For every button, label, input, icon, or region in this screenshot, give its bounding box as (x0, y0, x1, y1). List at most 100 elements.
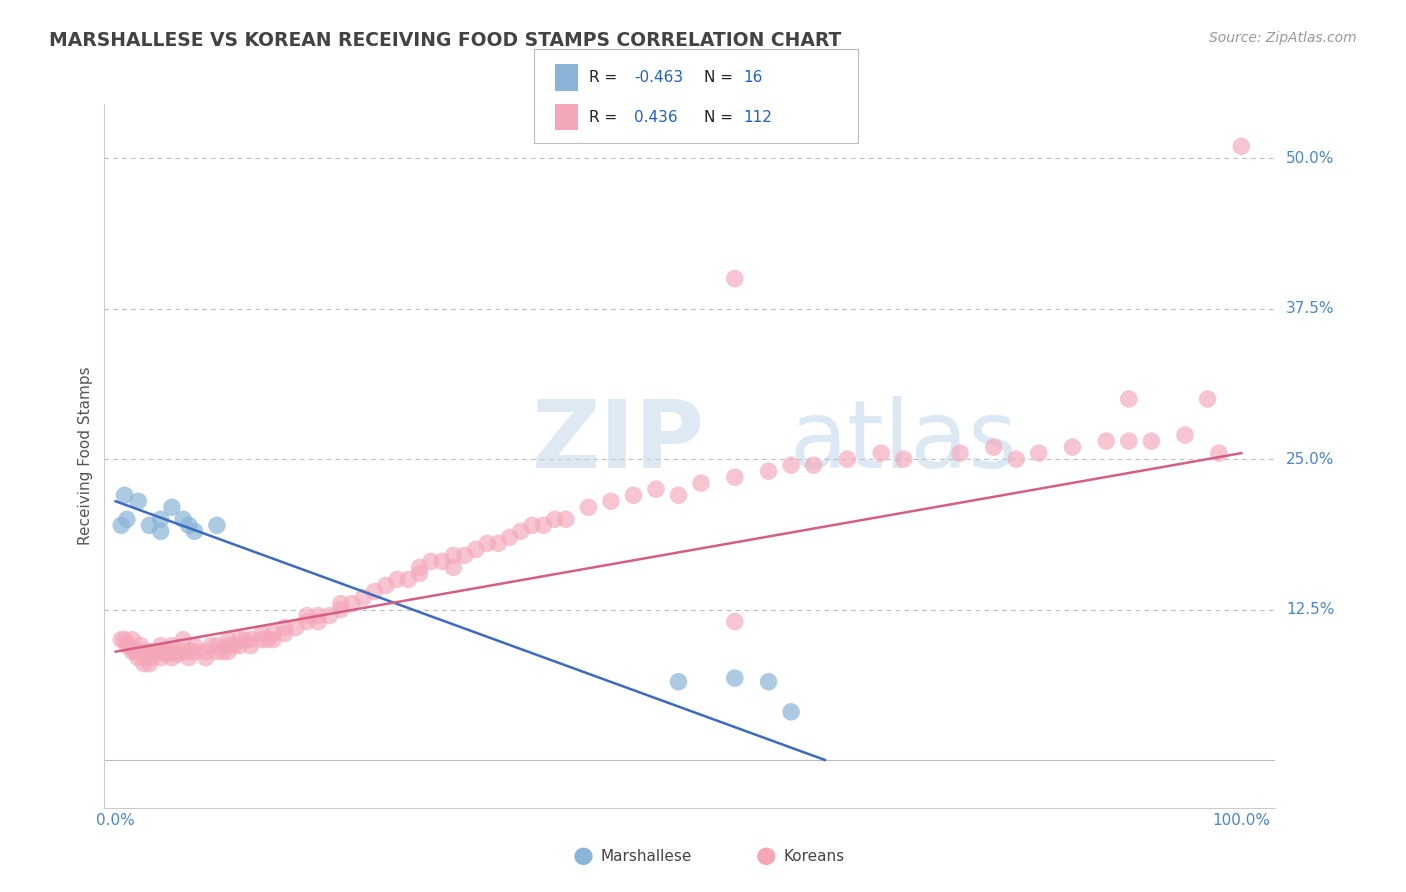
Point (329, 597, 352, 611)
Point (160, 639, 183, 653)
Point (138, 657, 160, 671)
Point (262, 632, 284, 647)
Point (141, 650, 163, 665)
Point (149, 639, 172, 653)
Text: ZIP: ZIP (531, 396, 704, 488)
Point (758, 674, 780, 689)
Point (318, 608, 340, 623)
Point (983, 440, 1005, 454)
Point (1028, 446, 1050, 460)
Point (110, 518, 132, 533)
Point (949, 446, 972, 460)
Point (1005, 452, 1028, 467)
Point (110, 632, 132, 647)
Point (160, 500, 183, 515)
Point (623, 488, 645, 502)
Point (132, 657, 155, 671)
Point (780, 458, 803, 472)
Text: Marshallese: Marshallese (600, 849, 692, 863)
Point (160, 645, 183, 659)
Point (183, 524, 205, 539)
Text: 0.436: 0.436 (634, 110, 678, 125)
Point (724, 615, 747, 629)
Point (803, 458, 825, 472)
Point (374, 578, 396, 592)
Point (262, 626, 284, 640)
Point (273, 626, 295, 640)
Point (520, 518, 543, 533)
Point (250, 626, 273, 640)
Point (1174, 428, 1197, 442)
Point (690, 476, 713, 491)
Point (233, 632, 256, 647)
Point (284, 621, 307, 635)
Point (486, 536, 509, 550)
Point (228, 632, 250, 647)
Point (1230, 139, 1253, 153)
Point (138, 518, 160, 533)
Point (758, 464, 780, 478)
Point (172, 632, 194, 647)
Point (893, 452, 915, 467)
Point (307, 615, 329, 629)
Point (149, 645, 172, 659)
Point (533, 518, 555, 533)
Point (160, 650, 183, 665)
Point (118, 639, 141, 653)
Point (205, 645, 228, 659)
Text: -0.463: -0.463 (634, 70, 683, 85)
Point (239, 632, 262, 647)
Text: Source: ZipAtlas.com: Source: ZipAtlas.com (1209, 31, 1357, 45)
Point (600, 494, 623, 508)
Point (1140, 434, 1163, 449)
Point (329, 602, 352, 616)
Point (475, 536, 498, 550)
Point (295, 615, 318, 629)
Point (295, 608, 318, 623)
Point (396, 573, 419, 587)
Point (143, 645, 166, 659)
Point (205, 518, 228, 533)
Text: R =: R = (589, 110, 623, 125)
Point (307, 608, 329, 623)
Point (177, 645, 200, 659)
Text: 37.5%: 37.5% (1286, 301, 1334, 317)
Point (1118, 392, 1140, 406)
Point (149, 650, 172, 665)
Point (1208, 446, 1230, 460)
Text: Koreans: Koreans (783, 849, 844, 863)
Text: 112: 112 (744, 110, 773, 125)
Point (222, 639, 245, 653)
Point (509, 524, 531, 539)
Point (194, 645, 217, 659)
Y-axis label: Receiving Food Stamps: Receiving Food Stamps (79, 367, 93, 545)
Point (578, 500, 600, 515)
Point (256, 632, 278, 647)
Point (121, 632, 143, 647)
Point (211, 645, 233, 659)
Point (408, 560, 430, 574)
Point (115, 639, 138, 653)
Point (239, 639, 262, 653)
Point (1095, 434, 1118, 449)
Text: MARSHALLESE VS KOREAN RECEIVING FOOD STAMPS CORRELATION CHART: MARSHALLESE VS KOREAN RECEIVING FOOD STA… (49, 31, 842, 50)
Text: R =: R = (589, 70, 623, 85)
Point (498, 530, 520, 544)
Point (555, 512, 578, 526)
Point (125, 645, 148, 659)
Point (172, 512, 194, 526)
Point (544, 512, 567, 526)
Point (129, 639, 152, 653)
Point (1197, 392, 1219, 406)
Point (340, 597, 363, 611)
Point (200, 639, 222, 653)
Point (724, 271, 747, 285)
Point (127, 494, 149, 508)
Point (177, 650, 200, 665)
Point (724, 671, 747, 685)
Point (430, 554, 453, 568)
Point (464, 542, 486, 557)
Point (152, 645, 174, 659)
Point (114, 488, 136, 502)
Point (870, 446, 893, 460)
